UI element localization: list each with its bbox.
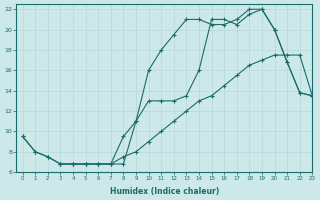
X-axis label: Humidex (Indice chaleur): Humidex (Indice chaleur)	[110, 187, 219, 196]
